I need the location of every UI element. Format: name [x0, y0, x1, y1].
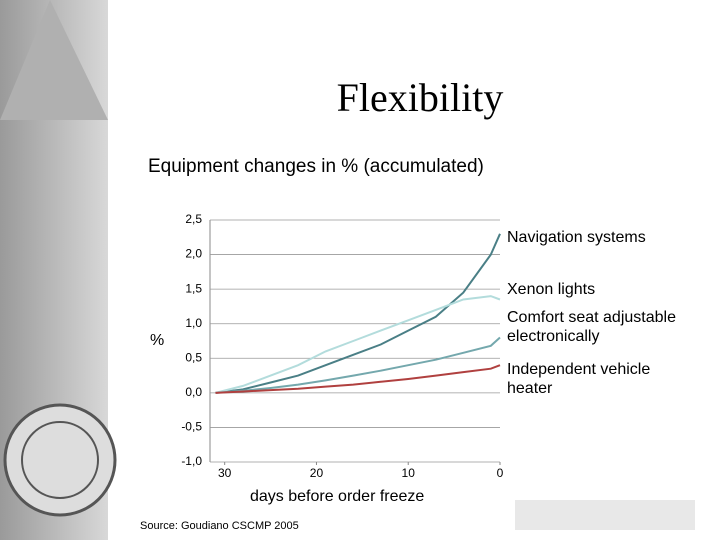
- x-tick-label: 0: [497, 466, 504, 480]
- source: Source: Goudiano CSCMP 2005: [140, 520, 299, 532]
- tower: [0, 0, 108, 120]
- y-tick-label: 2,5: [185, 212, 202, 226]
- series-line: [215, 295, 501, 394]
- y-tick-label: -1,0: [181, 454, 202, 468]
- series-label: Independent vehicle heater: [507, 360, 677, 398]
- series-line: [215, 336, 501, 394]
- y-tick-label: 1,5: [185, 281, 202, 295]
- x-tick-label: 10: [402, 466, 416, 480]
- x-tick-label: 30: [218, 466, 232, 480]
- series-label: Xenon lights: [507, 280, 677, 299]
- series-label: Navigation systems: [507, 228, 677, 247]
- series-label: Comfort seat adjustable electronically: [507, 308, 702, 346]
- logo: [515, 500, 695, 530]
- seal-ring: [21, 421, 99, 499]
- series-line: [215, 364, 501, 394]
- slide-title: Flexibility: [336, 75, 504, 120]
- y-axis-label: %: [150, 332, 165, 349]
- y-tick-label: 0,0: [185, 385, 202, 399]
- y-tick-label: 1,0: [185, 316, 202, 330]
- x-axis-label: days before order freeze: [250, 488, 425, 505]
- y-tick-label: 0,5: [185, 350, 202, 364]
- series-line: [215, 233, 501, 394]
- x-tick-label: 20: [310, 466, 324, 480]
- y-tick-label: 2,0: [185, 247, 202, 261]
- chart-title: Equipment changes in % (accumulated): [148, 156, 484, 177]
- y-tick-label: -0,5: [181, 420, 202, 434]
